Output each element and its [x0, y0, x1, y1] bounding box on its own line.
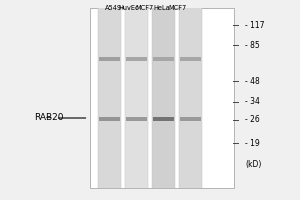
Text: --: -- [46, 114, 52, 122]
Bar [126, 57, 147, 61]
Text: - 85: - 85 [245, 40, 260, 49]
Text: MCF7: MCF7 [136, 5, 154, 11]
Text: - 19: - 19 [245, 138, 260, 148]
Bar [90, 8, 234, 188]
Bar [99, 117, 120, 121]
Text: - 48: - 48 [245, 76, 260, 86]
Text: A549: A549 [105, 5, 122, 11]
Text: HeLa: HeLa [153, 5, 170, 11]
Text: - 26: - 26 [245, 116, 260, 124]
Bar [99, 57, 120, 61]
Text: (kD): (kD) [245, 160, 262, 170]
Text: - 34: - 34 [245, 98, 260, 106]
Bar [126, 117, 147, 121]
Text: MCF7: MCF7 [168, 5, 186, 11]
Bar [125, 8, 148, 188]
Bar [153, 117, 174, 121]
Text: - 117: - 117 [245, 21, 265, 29]
Bar [179, 8, 202, 188]
Text: RAB20: RAB20 [34, 114, 64, 122]
Bar [152, 8, 175, 188]
Bar [98, 8, 121, 188]
Bar [180, 117, 201, 121]
Text: HuvEc: HuvEc [118, 5, 139, 11]
Bar [153, 57, 174, 61]
Bar [180, 57, 201, 61]
